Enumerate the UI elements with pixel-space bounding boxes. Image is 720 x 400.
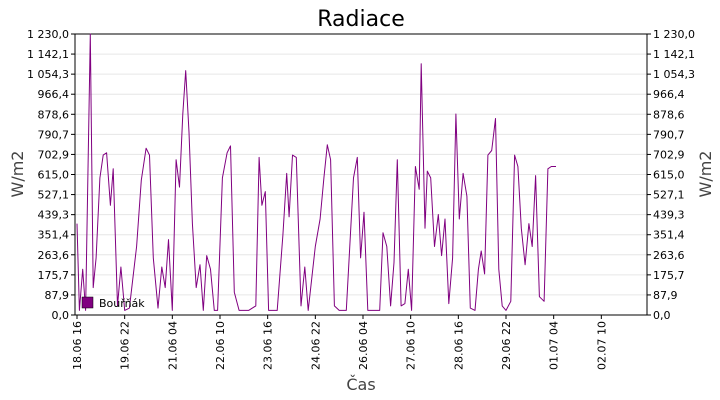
y-tick-label-right: 263,6: [653, 249, 685, 262]
y-tick-label-left: 351,4: [38, 229, 70, 242]
x-axis-title: Čas: [346, 375, 375, 394]
x-tick-label: 26.06 04: [357, 321, 370, 370]
x-tick-label: 24.06 22: [309, 321, 322, 370]
legend-label: Bouřňák: [99, 297, 145, 310]
y-tick-label-left: 175,7: [38, 269, 70, 282]
y-tick-label-right: 439,3: [653, 209, 685, 222]
y-tick-label-right: 702,9: [653, 148, 685, 161]
y-tick-label-left: 615,0: [38, 169, 70, 182]
y-tick-label-right: 87,9: [653, 289, 678, 302]
y-tick-label-left: 1 054,3: [27, 68, 69, 81]
legend: Bouřňák: [81, 296, 145, 310]
y-tick-label-right: 1 142,1: [653, 48, 695, 61]
y-tick-label-left: 1 230,0: [27, 28, 69, 41]
y-tick-label-left: 702,9: [38, 148, 70, 161]
y-tick-label-right: 1 230,0: [653, 28, 695, 41]
x-tick-label: 01.07 04: [548, 321, 561, 370]
grid-lines: [75, 53, 647, 296]
y-axis-left-labels: 0,0 87,9 175,7 263,6 351,4 439,3 527,1 615,0 702…: [27, 28, 69, 322]
y-tick-label-left: 878,6: [38, 108, 70, 121]
y-tick-label-left: 0,0: [52, 309, 70, 322]
x-tick-label: 02.07 10: [595, 321, 608, 370]
y-tick-label-left: 87,9: [45, 289, 70, 302]
y-tick-label-right: 878,6: [653, 108, 685, 121]
y-axis-right-labels: 0,0 87,9 175,7 263,6 351,4 439,3 527,1 615,0 702…: [653, 28, 695, 322]
chart-title: Radiace: [317, 7, 404, 32]
y-tick-label-right: 1 054,3: [653, 68, 695, 81]
y-tick-label-left: 527,1: [38, 189, 70, 202]
y-tick-label-right: 175,7: [653, 269, 685, 282]
y-tick-label-right: 966,4: [653, 88, 685, 101]
series-layer: [76, 33, 556, 311]
x-tick-label: 27.06 10: [405, 321, 418, 370]
x-tick-label: 19.06 22: [119, 321, 132, 370]
x-tick-label: 22.06 10: [214, 321, 227, 370]
y-tick-label-right: 351,4: [653, 229, 685, 242]
y-tick-label-left: 966,4: [38, 88, 70, 101]
y-axis-title-left: W/m2: [8, 151, 27, 198]
y-tick-label-left: 790,7: [38, 128, 70, 141]
legend-swatch: [81, 296, 94, 309]
tick-marks: [71, 33, 651, 319]
x-tick-label: 18.06 16: [71, 321, 84, 370]
y-tick-label-left: 1 142,1: [27, 48, 69, 61]
x-tick-label: 21.06 04: [166, 321, 179, 370]
y-axis-title-right: W/m2: [696, 151, 715, 198]
y-tick-label-right: 615,0: [653, 169, 685, 182]
x-tick-label: 28.06 16: [452, 321, 465, 370]
x-tick-label: 29.06 22: [500, 321, 513, 370]
y-tick-label-left: 439,3: [38, 209, 70, 222]
x-axis-labels: 18.06 16 19.06 22 21.06 04 22.06 10 23.06 16…: [71, 321, 608, 370]
y-tick-label-left: 263,6: [38, 249, 70, 262]
y-tick-label-right: 790,7: [653, 128, 685, 141]
x-tick-label: 23.06 16: [262, 321, 275, 370]
series-line: [76, 33, 556, 311]
y-tick-label-right: 527,1: [653, 189, 685, 202]
y-tick-label-right: 0,0: [653, 309, 671, 322]
